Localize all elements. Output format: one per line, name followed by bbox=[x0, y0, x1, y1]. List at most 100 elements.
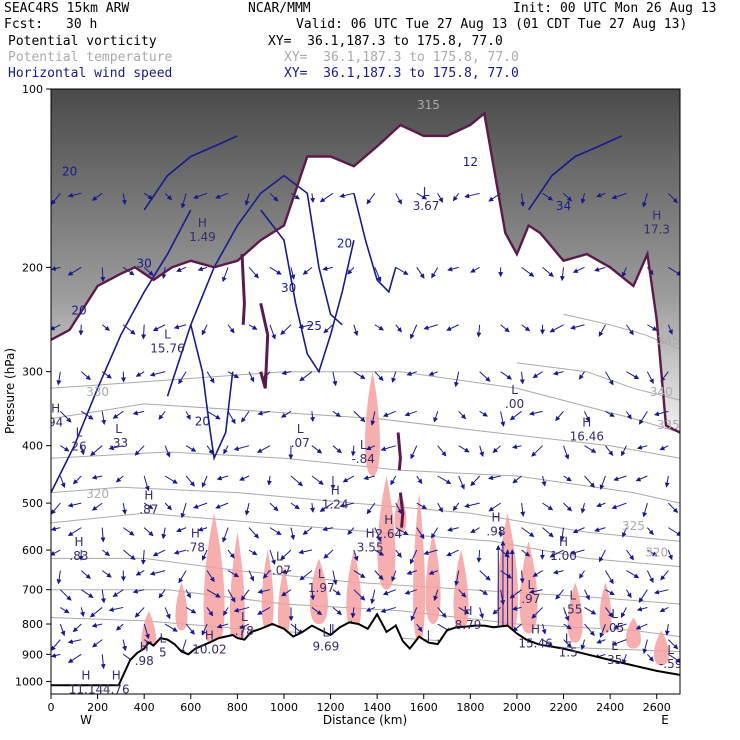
wind-vector bbox=[201, 475, 208, 488]
wind-vector bbox=[458, 607, 470, 615]
wind-vector bbox=[164, 502, 172, 511]
x-tick-label: 600 bbox=[180, 701, 201, 714]
wind-vector bbox=[410, 324, 418, 340]
valid-time: Valid: 06 UTC Tue 27 Aug 13 (01 CDT Tue … bbox=[296, 17, 688, 32]
high-marker: H bbox=[491, 511, 500, 525]
wind-vector bbox=[122, 527, 135, 536]
org-label: NCAR/MMM bbox=[248, 1, 311, 16]
wind-vector bbox=[549, 549, 564, 558]
vertical-motion-plume bbox=[519, 541, 538, 634]
wind-vector bbox=[370, 411, 376, 426]
wind-vector bbox=[134, 445, 145, 456]
wind-vector bbox=[80, 570, 91, 580]
theta-contour bbox=[51, 486, 680, 542]
wind-vector bbox=[653, 410, 669, 417]
wind-vector bbox=[605, 607, 614, 618]
low-marker: L bbox=[511, 383, 518, 397]
east-label: E bbox=[661, 713, 669, 727]
wind-vector bbox=[67, 266, 82, 276]
low-value: .33 bbox=[109, 436, 128, 450]
x-tick-label: 2000 bbox=[503, 701, 531, 714]
wind-vector bbox=[290, 475, 304, 487]
wind-vector bbox=[519, 371, 525, 385]
wind-vector bbox=[59, 623, 66, 637]
pv-contour bbox=[396, 432, 402, 471]
wind-vector bbox=[382, 589, 396, 596]
wind-vector bbox=[180, 193, 187, 209]
wind-vector bbox=[531, 445, 543, 457]
low-marker: L bbox=[569, 589, 576, 603]
wind-vector bbox=[572, 266, 585, 273]
wind-vector bbox=[132, 410, 145, 416]
wind-vector bbox=[158, 411, 166, 420]
wind-vector bbox=[100, 267, 106, 283]
high-marker: H bbox=[51, 402, 60, 416]
wind-vector bbox=[500, 570, 512, 579]
high-marker: H bbox=[198, 216, 207, 230]
wind-vector bbox=[51, 639, 61, 651]
wind-vector bbox=[281, 370, 292, 376]
wind-vector bbox=[161, 527, 167, 540]
wind-vector bbox=[500, 324, 510, 333]
high-value: 2.64 bbox=[375, 527, 402, 541]
wind-speed-label: 25 bbox=[307, 319, 322, 333]
wind-vector bbox=[374, 267, 382, 282]
wind-vector bbox=[135, 371, 145, 377]
wind-vector bbox=[584, 606, 597, 615]
wind-vector bbox=[197, 526, 208, 532]
wind-vector bbox=[269, 192, 279, 202]
low-marker: L bbox=[297, 422, 304, 436]
wind-vector bbox=[59, 589, 72, 601]
wind-vector bbox=[596, 638, 606, 644]
wind-vector bbox=[298, 324, 313, 330]
wind-vector bbox=[410, 607, 418, 622]
wind-vector bbox=[395, 502, 403, 515]
wind-vector bbox=[269, 502, 279, 512]
wind-vector bbox=[56, 371, 62, 386]
wind-vector bbox=[233, 606, 250, 613]
low-value: .00 bbox=[505, 397, 524, 411]
wind-vector bbox=[353, 410, 366, 423]
wind-vector bbox=[500, 371, 512, 380]
high-value: 16.46 bbox=[570, 429, 604, 443]
high-value: 1.49 bbox=[189, 230, 216, 244]
wind-vector bbox=[542, 639, 554, 647]
wind-vector bbox=[59, 410, 72, 423]
x-tick-label: 1800 bbox=[456, 701, 484, 714]
wind-vector bbox=[626, 324, 634, 336]
wind-speed-contour bbox=[166, 174, 285, 397]
wind-speed-contour bbox=[51, 209, 192, 493]
wind-vector bbox=[580, 639, 586, 651]
wind-vector bbox=[112, 589, 124, 597]
low-value: .05 bbox=[605, 621, 624, 635]
wind-vector bbox=[100, 654, 106, 670]
wind-vector bbox=[122, 324, 136, 335]
wind-speed-label: 34 bbox=[556, 199, 571, 213]
wind-vector bbox=[322, 266, 333, 272]
wind-vector bbox=[605, 445, 614, 456]
high-marker: H bbox=[144, 489, 153, 503]
wind-vector bbox=[668, 266, 680, 276]
wind-vector bbox=[240, 589, 250, 601]
pv-shading bbox=[51, 89, 680, 433]
wind-vector bbox=[227, 411, 236, 425]
wind-vector bbox=[178, 371, 187, 385]
wind-vector bbox=[599, 475, 606, 490]
wind-vector bbox=[206, 445, 214, 455]
wind-vector bbox=[520, 193, 526, 208]
wind-vector bbox=[542, 527, 554, 538]
wind-vector bbox=[319, 192, 334, 203]
low-value: 5 bbox=[159, 646, 167, 660]
wind-vector bbox=[132, 588, 145, 594]
wind-vector bbox=[659, 445, 669, 451]
wind-vector bbox=[570, 324, 585, 330]
wind-vector bbox=[51, 526, 61, 532]
wind-vector bbox=[72, 475, 82, 485]
init-time: Init: 00 UTC Mon 26 Aug 13 bbox=[513, 1, 717, 16]
wind-vector bbox=[653, 589, 669, 595]
wind-vector bbox=[206, 589, 221, 598]
wind-vector bbox=[185, 411, 191, 421]
wind-vector bbox=[197, 266, 208, 272]
wind-vector bbox=[290, 267, 296, 280]
pv-contour bbox=[51, 111, 680, 434]
